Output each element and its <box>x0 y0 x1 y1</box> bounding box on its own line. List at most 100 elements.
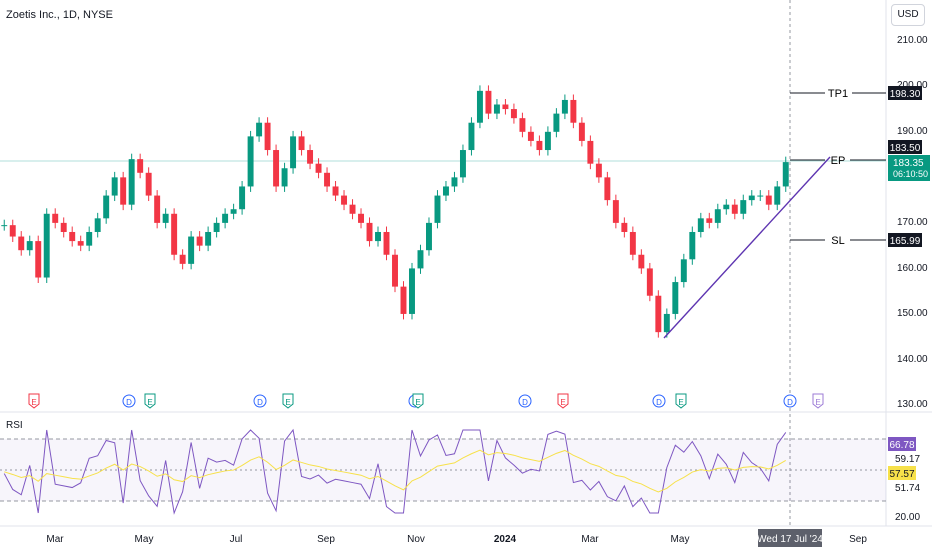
tp-line-text: TP1 <box>828 88 848 100</box>
price-tick: 150.00 <box>897 308 928 319</box>
rsi-low-text: 51.74 <box>895 483 920 494</box>
price-tick: 210.00 <box>897 35 928 46</box>
last-price-text: 183.35 <box>893 158 924 169</box>
candle-body <box>476 90 483 123</box>
candle-body <box>213 222 220 232</box>
candle-body <box>324 172 331 187</box>
event-label: D <box>787 398 793 407</box>
event-label: E <box>415 398 420 407</box>
candle-body <box>154 195 161 223</box>
candle-body <box>145 172 152 196</box>
earnings-icon[interactable] <box>812 393 824 409</box>
candle-body <box>510 109 517 119</box>
dividend-icon[interactable] <box>783 394 797 408</box>
rsi-value-text: 66.78 <box>889 440 914 451</box>
ep-price-tag <box>888 140 922 154</box>
candle-body <box>502 104 509 110</box>
candle-body <box>578 122 585 141</box>
rsi-ma-text: 59.17 <box>895 454 920 465</box>
rsi-value-tag <box>888 437 916 451</box>
candle-body <box>43 213 50 278</box>
candle-body <box>646 268 653 296</box>
dividend-icon[interactable] <box>253 394 267 408</box>
candle-body <box>409 268 415 314</box>
event-label: E <box>815 398 820 407</box>
candle-body <box>527 131 534 141</box>
price-tick: 130.00 <box>897 399 928 410</box>
candle-body <box>358 213 364 223</box>
events-row: EDEDEDEDEDEDE <box>28 393 824 409</box>
rsi-ma2-text: 57.57 <box>889 469 914 480</box>
rsi-line <box>3 428 787 515</box>
earnings-icon[interactable] <box>557 393 569 409</box>
time-label: May <box>135 534 154 545</box>
candle-body <box>196 236 203 246</box>
rsi-ma-line <box>4 449 787 493</box>
price-tick: 140.00 <box>897 354 928 365</box>
earnings-icon[interactable] <box>144 393 156 409</box>
countdown-text: 06:10:50 <box>893 169 928 179</box>
candle-body <box>332 186 339 196</box>
candle-body <box>468 122 475 151</box>
event-label: D <box>522 398 528 407</box>
candle-body <box>519 118 526 132</box>
candle-body <box>205 231 212 246</box>
candle-body <box>595 163 602 178</box>
candle-body <box>103 195 110 219</box>
candle-body <box>137 159 144 173</box>
candle-body <box>111 177 118 196</box>
candle-body <box>672 282 679 314</box>
candle-body <box>281 168 288 187</box>
candle-body <box>315 163 322 173</box>
candle-body <box>230 209 237 214</box>
rsi-ma2-tag <box>888 466 916 480</box>
time-label: Mar <box>46 534 64 545</box>
candle-body <box>714 209 721 223</box>
candle-body <box>638 254 645 269</box>
earnings-icon[interactable] <box>28 393 40 409</box>
candle-body <box>663 313 670 333</box>
candle-body <box>60 222 67 232</box>
price-tick: 170.00 <box>897 217 928 228</box>
currency-button[interactable]: USD <box>891 4 925 26</box>
sl-price-text: 165.99 <box>890 236 921 247</box>
candle-body <box>247 136 254 187</box>
time-label: May <box>671 534 690 545</box>
price-tick: 190.00 <box>897 126 928 137</box>
event-label: D <box>126 398 132 407</box>
rsi-layer <box>3 428 787 515</box>
candle-body <box>400 286 407 314</box>
dividend-icon[interactable] <box>122 394 136 408</box>
candle-body <box>757 195 764 197</box>
candle-body <box>26 241 33 251</box>
price-tick: 160.00 <box>897 263 928 274</box>
ep-line-text: EP <box>831 155 846 167</box>
dividend-icon[interactable] <box>518 394 532 408</box>
earnings-icon[interactable] <box>412 393 424 409</box>
candle-body <box>18 236 25 251</box>
ep-price-text: 183.50 <box>890 143 921 154</box>
candle-body <box>544 131 551 151</box>
sl-price-tag <box>888 233 922 247</box>
candle-body <box>459 150 466 178</box>
candle-body <box>680 259 687 283</box>
trendline[interactable] <box>663 156 831 339</box>
earnings-icon[interactable] <box>675 393 687 409</box>
candle-body <box>349 204 356 214</box>
dividend-icon[interactable] <box>652 394 666 408</box>
time-label: 2024 <box>494 534 517 545</box>
time-label: Sep <box>317 534 335 545</box>
candle-body <box>375 231 381 242</box>
time-label: Sep <box>849 534 867 545</box>
event-label: E <box>31 398 36 407</box>
earnings-icon[interactable] <box>282 393 294 409</box>
price-tick: 200.00 <box>897 80 928 91</box>
candle-body <box>485 90 492 114</box>
candle-body <box>341 195 348 205</box>
candle-body <box>120 177 127 205</box>
candle-body <box>69 231 76 242</box>
candle-body <box>774 186 781 205</box>
candle-body <box>256 122 263 137</box>
